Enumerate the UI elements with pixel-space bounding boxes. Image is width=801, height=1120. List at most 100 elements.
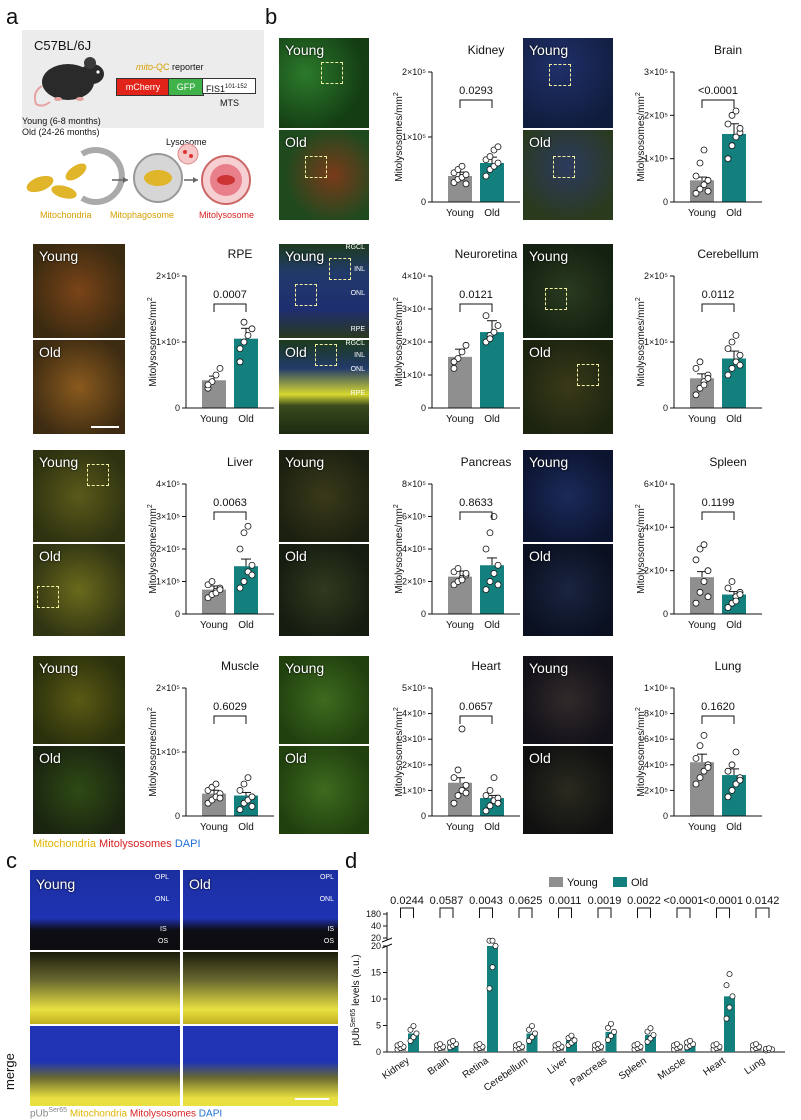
data-point: [208, 578, 216, 585]
y-tick-label: 1×10⁵: [156, 577, 180, 587]
mitophagy-diagram: [26, 143, 251, 205]
significance-bracket: [479, 907, 493, 918]
x-tick-label-text: Kidney: [380, 1055, 411, 1082]
y-tick-label: 3×10⁴: [402, 304, 426, 314]
data-point: [240, 318, 248, 326]
data-point: [244, 522, 252, 530]
data-point: [704, 187, 712, 195]
x-tick-label: Heart: [701, 1055, 728, 1078]
x-tick-label: Old: [726, 822, 742, 833]
data-point: [482, 312, 490, 320]
significance-bracket: [701, 511, 735, 520]
data-point: [248, 793, 256, 801]
y-tick-label: 8×10⁵: [402, 479, 426, 489]
x-tick-label: Old: [484, 414, 500, 425]
data-point: [555, 1041, 562, 1047]
panel-label-c: c: [6, 848, 17, 873]
y-axis-label: Mitolysosomes/mm2: [393, 707, 405, 797]
bar-chart-cerebellum: Cerebellum 0 1×10⁵ 2×10⁵ Mitolysosomes/mm2 Yo…: [635, 247, 762, 425]
label-young: Young: [529, 660, 569, 676]
data-point: [728, 338, 736, 346]
x-tick-label: Lung: [743, 1055, 768, 1077]
y-tick-label: 8×10⁵: [644, 709, 668, 719]
p-value: <0.0001: [698, 85, 738, 97]
lysosome-label: Lysosome: [166, 137, 207, 147]
y-axis-label-text: Mitolysosomes/mm2: [393, 707, 405, 797]
y-tick-label: 4×10⁵: [402, 709, 426, 719]
layer-onl: ONL: [350, 290, 365, 297]
x-tick-label-text: Muscle: [656, 1055, 689, 1082]
data-point: [674, 1041, 680, 1047]
data-point: [724, 604, 732, 611]
y-tick-label: 2×10⁵: [402, 577, 426, 587]
data-point: [696, 742, 704, 749]
layer-rpe: RPE: [350, 326, 365, 333]
legend-dapi: DAPI: [174, 838, 201, 850]
data-point: [494, 143, 502, 151]
micrograph-neuroretina: Young Old RGCL INL ONL RPE RGCL INL ONL …: [279, 244, 369, 434]
y-tick-label: 2×10⁵: [402, 760, 426, 770]
data-point: [753, 1041, 759, 1047]
data-point: [732, 107, 740, 115]
significance-bracket: [637, 907, 651, 918]
y-tick-label: 5×10⁵: [402, 683, 426, 693]
significance-bracket: [439, 907, 454, 918]
data-point: [236, 545, 244, 553]
data-point: [486, 802, 494, 810]
x-tick-label: Young: [446, 414, 474, 425]
data-point: [736, 591, 744, 598]
data-point: [568, 1032, 575, 1039]
label-young: Young: [285, 660, 325, 676]
y-tick-label: 0: [175, 609, 180, 619]
p-value: <0.0001: [663, 895, 703, 907]
data-point: [728, 142, 736, 150]
p-value: 0.0587: [430, 895, 464, 907]
y-tick-label: 4×10⁵: [402, 544, 426, 554]
x-tick-label: Old: [238, 620, 254, 631]
data-point: [458, 725, 466, 733]
layer-opl: OPL: [155, 874, 170, 881]
data-point: [696, 159, 704, 167]
data-point: [726, 971, 733, 978]
data-point: [490, 569, 498, 577]
data-point: [482, 586, 490, 594]
x-tick-label-text: Cerebellum: [482, 1055, 530, 1093]
y-axis-label-text: Mitolysosomes/mm2: [147, 707, 159, 797]
old-bar: [724, 996, 735, 1052]
bar-chart-spleen: Spleen 0 2×10⁴ 4×10⁴ 6×10⁴ Mitolysosomes/mm2 Y…: [635, 455, 762, 631]
data-point: [732, 597, 740, 605]
p-value: 0.0063: [213, 497, 247, 509]
data-point: [724, 155, 732, 163]
y-tick-label: 0: [663, 811, 668, 821]
data-point: [704, 567, 712, 575]
panel-label-b: b: [265, 4, 278, 29]
p-value: 0.0244: [390, 895, 424, 907]
legend-mito: Mitochondria: [33, 838, 96, 850]
data-point: [450, 1037, 456, 1044]
data-point: [462, 781, 470, 789]
y-tick-label: 0: [421, 403, 426, 413]
p-value: 0.0657: [459, 701, 493, 713]
bar-chart-rpe: RPE 0 1×10⁵ 2×10⁵ Mitolysosomes/mm2 Young Old 0…: [147, 247, 274, 425]
y-tick-label: 2×10⁴: [644, 566, 668, 576]
data-point: [700, 731, 708, 739]
data-point: [494, 581, 502, 589]
data-point: [724, 371, 732, 379]
data-point: [486, 985, 493, 992]
data-point: [728, 578, 736, 585]
x-tick-label-text: Heart: [701, 1055, 728, 1078]
micrograph-retina-old: Old OPL ONL IS OS: [183, 870, 338, 1106]
data-point: [713, 1041, 720, 1047]
mcherry-segment: mCherry: [116, 78, 170, 96]
legend-b: Mitochondria Mitolysosomes DAPI: [33, 838, 201, 850]
y-tick-label: 0: [175, 811, 180, 821]
x-tick-label-text: Lung: [743, 1055, 768, 1077]
p-value: 0.0625: [509, 895, 543, 907]
x-tick-label-text: Pancreas: [568, 1055, 609, 1088]
significance-bracket: [701, 99, 735, 108]
data-point: [476, 1041, 483, 1047]
axis-break: [381, 937, 393, 943]
data-point: [692, 172, 700, 180]
y-axis-label-text: Mitolysosomes/mm2: [393, 504, 405, 594]
micrograph-kidney: Young Old: [279, 38, 369, 220]
